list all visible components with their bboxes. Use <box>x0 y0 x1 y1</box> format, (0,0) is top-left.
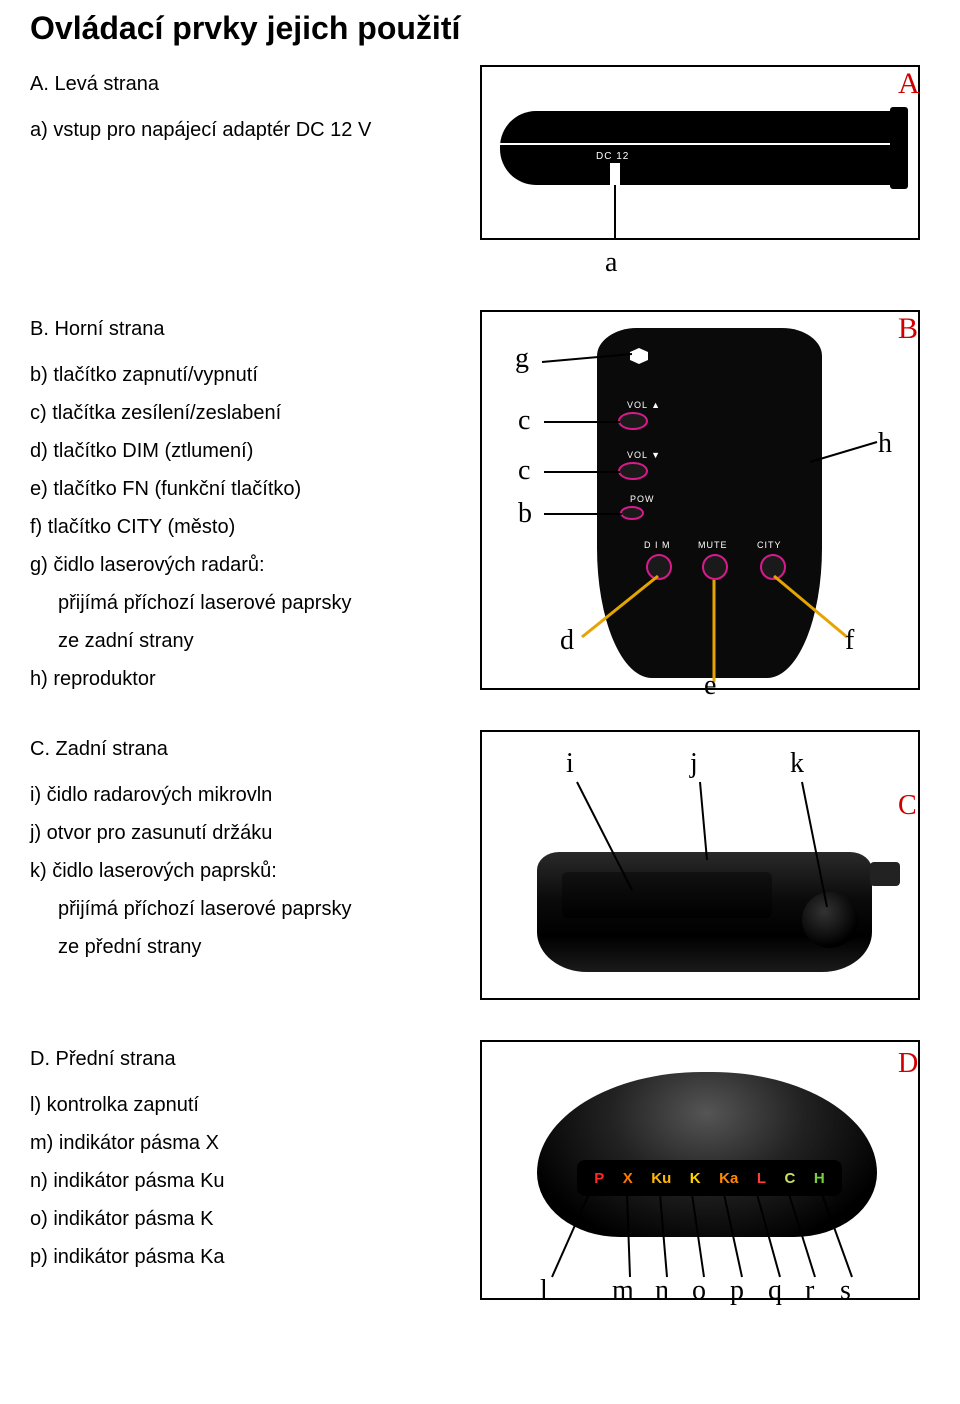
led-x: X <box>623 1170 633 1187</box>
dim-label: D I M <box>644 540 671 550</box>
vol-down-button-icon <box>618 462 648 480</box>
callout-s: s <box>840 1275 851 1307</box>
led-c: C <box>784 1170 795 1187</box>
item-a: a) vstup pro napájecí adaptér DC 12 V <box>30 111 460 149</box>
device-side-icon <box>500 111 900 185</box>
item-d: d) tlačítko DIM (ztlumení) <box>30 432 460 470</box>
callout-c2: c <box>518 455 530 487</box>
leader-line-a <box>614 185 616 239</box>
item-p: p) indikátor pásma Ka <box>30 1238 460 1276</box>
city-label: CITY <box>757 540 782 550</box>
figure-d: P X Ku K Ka L C H D l m n <box>460 1040 930 1310</box>
item-l: l) kontrolka zapnutí <box>30 1086 460 1124</box>
device-tip-icon <box>890 107 908 189</box>
item-g3: ze zadní strany <box>30 622 460 660</box>
figure-c-frame <box>480 730 920 1000</box>
device-front-icon <box>537 1072 877 1237</box>
mute-button-icon <box>702 554 728 580</box>
led-ku: Ku <box>651 1170 671 1187</box>
panel-letter-b: B <box>898 312 918 346</box>
callout-e: e <box>704 670 716 702</box>
callout-p: p <box>730 1275 744 1307</box>
callout-r: r <box>805 1275 814 1307</box>
text-section-d: D. Přední strana l) kontrolka zapnutí m)… <box>30 1040 460 1276</box>
callout-q: q <box>768 1275 782 1307</box>
section-c-head: C. Zadní strana <box>30 730 460 768</box>
figure-b: VOL ▲ VOL ▼ POW D I M MUTE CITY <box>460 310 930 700</box>
text-section-a: A. Levá strana a) vstup pro napájecí ada… <box>30 65 460 149</box>
callout-n: n <box>655 1275 669 1307</box>
led-ka: Ka <box>719 1170 738 1187</box>
item-k: k) čidlo laserových paprsků: <box>30 852 460 890</box>
figure-d-frame: P X Ku K Ka L C H <box>480 1040 920 1300</box>
callout-a: a <box>605 247 617 279</box>
dc-port-icon <box>610 163 620 185</box>
item-m: m) indikátor pásma X <box>30 1124 460 1162</box>
row-c: C. Zadní strana i) čidlo radarových mikr… <box>30 730 930 1010</box>
item-k2: přijímá příchozí laserové paprsky <box>30 890 460 928</box>
callout-b: b <box>518 498 532 530</box>
led-p: P <box>594 1170 604 1187</box>
item-k3: ze přední strany <box>30 928 460 966</box>
section-a-head: A. Levá strana <box>30 65 460 103</box>
volup-label: VOL ▲ <box>627 400 661 410</box>
item-h: h) reproduktor <box>30 660 460 698</box>
panel-letter-d: D <box>898 1048 918 1080</box>
item-g2: přijímá příchozí laserové paprsky <box>30 584 460 622</box>
microwave-panel-icon <box>562 872 772 918</box>
callout-j: j <box>690 748 698 780</box>
callout-k: k <box>790 748 804 780</box>
dim-button-icon <box>646 554 672 580</box>
callout-h: h <box>878 428 892 460</box>
figure-c: C i j k <box>460 730 930 1010</box>
row-b: B. Horní strana b) tlačítko zapnutí/vypn… <box>30 310 930 700</box>
city-button-icon <box>760 554 786 580</box>
callout-g: g <box>515 343 529 375</box>
item-i: i) čidlo radarových mikrovln <box>30 776 460 814</box>
panel-letter-a: A <box>898 67 920 101</box>
item-b: b) tlačítko zapnutí/vypnutí <box>30 356 460 394</box>
mount-tab-icon <box>870 862 900 886</box>
callout-o: o <box>692 1275 706 1307</box>
callout-i: i <box>566 748 574 780</box>
callout-m: m <box>612 1275 634 1307</box>
figure-a: DC 12 A a <box>460 65 930 280</box>
callout-d: d <box>560 625 574 657</box>
text-section-c: C. Zadní strana i) čidlo radarových mikr… <box>30 730 460 966</box>
vol-up-button-icon <box>618 412 648 430</box>
item-e: e) tlačítko FN (funkční tlačítko) <box>30 470 460 508</box>
section-d-head: D. Přední strana <box>30 1040 460 1078</box>
item-f: f) tlačítko CITY (město) <box>30 508 460 546</box>
voldn-label: VOL ▼ <box>627 450 661 460</box>
item-g: g) čidlo laserových radarů: <box>30 546 460 584</box>
row-a: A. Levá strana a) vstup pro napájecí ada… <box>30 65 930 280</box>
item-c: c) tlačítka zesílení/zeslabení <box>30 394 460 432</box>
mute-label: MUTE <box>698 540 728 550</box>
section-b-head: B. Horní strana <box>30 310 460 348</box>
item-n: n) indikátor pásma Ku <box>30 1162 460 1200</box>
item-j: j) otvor pro zasunutí držáku <box>30 814 460 852</box>
callout-l: l <box>540 1275 548 1307</box>
page-title: Ovládací prvky jejich použití <box>30 10 930 47</box>
led-l: L <box>757 1170 766 1187</box>
panel-letter-c: C <box>898 790 917 822</box>
led-display: P X Ku K Ka L C H <box>577 1160 842 1196</box>
dc12-label: DC 12 <box>596 151 629 162</box>
item-o: o) indikátor pásma K <box>30 1200 460 1238</box>
callout-c1: c <box>518 405 530 437</box>
callout-f: f <box>845 625 854 657</box>
led-k: K <box>690 1170 701 1187</box>
power-button-icon <box>620 506 644 520</box>
row-d: D. Přední strana l) kontrolka zapnutí m)… <box>30 1040 930 1310</box>
pow-label: POW <box>630 494 655 504</box>
laser-lens-icon <box>802 892 858 948</box>
led-h: H <box>814 1170 825 1187</box>
figure-a-frame: DC 12 <box>480 65 920 240</box>
text-section-b: B. Horní strana b) tlačítko zapnutí/vypn… <box>30 310 460 698</box>
